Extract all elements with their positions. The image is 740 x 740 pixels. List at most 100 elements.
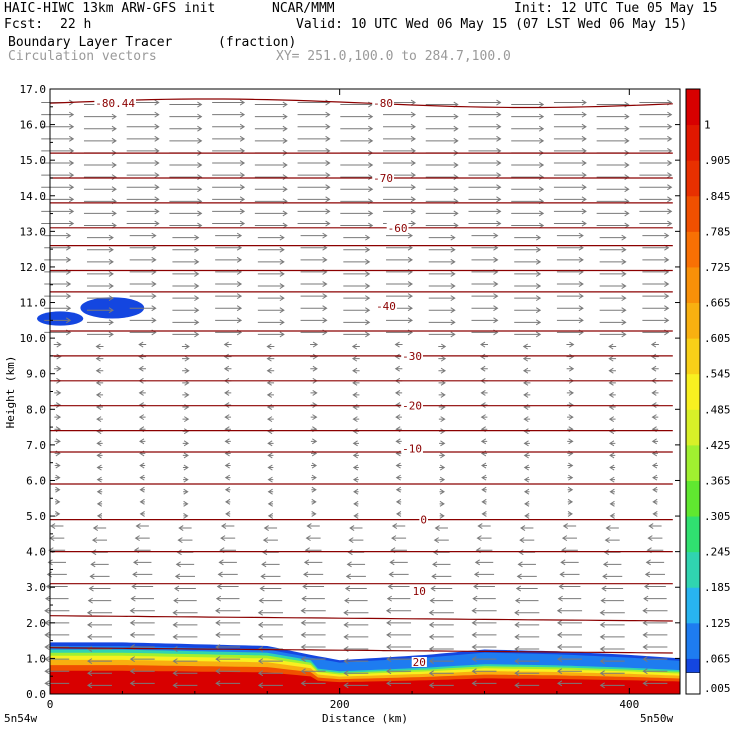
y-tick-label: 14.0 [20, 190, 47, 203]
wind-vector [514, 670, 540, 677]
wind-vector [172, 234, 200, 241]
wind-vector [556, 305, 584, 312]
wind-vector [86, 609, 113, 616]
wind-vector [481, 511, 487, 517]
y-tick-label: 17.0 [20, 83, 47, 96]
wind-vector [394, 365, 403, 372]
wind-vector [169, 210, 203, 217]
wind-vector [471, 668, 497, 675]
y-tick-label: 15.0 [20, 154, 47, 167]
wind-vector [54, 414, 62, 421]
wind-vector [386, 644, 412, 650]
wind-vector [44, 293, 72, 300]
wind-vector [41, 111, 75, 118]
wind-vector [83, 186, 117, 193]
y-axis-label: Height (km) [4, 356, 17, 429]
wind-vector [344, 585, 367, 592]
wind-vector [83, 162, 117, 168]
wind-vector [172, 682, 198, 689]
wind-vector [439, 488, 445, 495]
wind-vector [297, 99, 331, 106]
wind-vector [138, 341, 147, 348]
wind-vector [651, 438, 659, 445]
wind-vector [642, 680, 668, 687]
y-tick-label: 16.0 [20, 119, 47, 132]
wind-vector [608, 416, 616, 423]
wind-vector [86, 271, 114, 277]
wind-vector [471, 281, 499, 287]
wind-vector [428, 307, 456, 314]
wind-vector [300, 619, 326, 626]
wind-vector [91, 549, 108, 556]
wind-vector [44, 305, 72, 312]
wind-vector [263, 525, 278, 531]
wind-vector [650, 341, 659, 348]
colorbar-segment [686, 516, 700, 553]
wind-vector [267, 500, 274, 507]
model-title: HAIC-HIWC 13km ARW-GFS init [4, 1, 216, 16]
wind-vector [556, 668, 582, 675]
wind-vector [553, 111, 587, 118]
wind-vector [553, 160, 587, 166]
wind-vector [343, 234, 371, 241]
wind-vector [352, 367, 360, 374]
wind-vector [139, 474, 146, 481]
wind-vector [642, 256, 670, 263]
wind-vector [257, 634, 283, 640]
contour-label: 0 [420, 514, 427, 527]
wind-vector [468, 123, 502, 130]
wind-vector [126, 184, 160, 191]
wind-vector [138, 365, 146, 372]
wind-vector [523, 452, 530, 459]
contour-label-background [411, 656, 427, 667]
wind-vector [340, 186, 374, 193]
wind-vector [386, 232, 413, 239]
wind-vector [343, 609, 369, 616]
wind-vector [428, 682, 454, 689]
wind-vector [603, 549, 621, 556]
wind-vector [54, 390, 62, 396]
temperature-contour [49, 647, 673, 654]
wind-vector [431, 573, 452, 580]
wind-vector [642, 281, 670, 287]
wind-vector [129, 680, 155, 687]
wind-vector [183, 488, 189, 495]
wind-vector [425, 210, 459, 217]
wind-vector [394, 341, 403, 348]
wind-vector [41, 172, 75, 179]
y-tick-label: 7.0 [26, 439, 46, 452]
wind-vector [596, 210, 630, 217]
wind-vector [652, 486, 658, 493]
wind-vector [169, 186, 203, 193]
wind-vector [511, 222, 545, 229]
wind-vector [523, 416, 531, 423]
wind-vector [259, 585, 282, 592]
wind-vector [54, 474, 61, 481]
colorbar-segment [686, 302, 700, 339]
wind-vector [223, 365, 232, 372]
wind-vector [223, 353, 232, 360]
org-label: NCAR/MMM [272, 1, 335, 16]
wind-vector [514, 658, 540, 665]
wind-vector [557, 595, 582, 602]
wind-vector [87, 646, 112, 652]
wind-vector [126, 172, 160, 179]
wind-vector [257, 295, 285, 302]
wind-vector [439, 476, 446, 483]
wind-vector [257, 319, 285, 326]
wind-vector [385, 607, 412, 614]
wind-vector [514, 234, 542, 241]
wind-vector [86, 283, 114, 289]
colorbar-label: 1 [704, 119, 711, 132]
wind-vector [300, 281, 328, 287]
wind-vector [523, 440, 530, 447]
wind-vector [86, 307, 114, 314]
wind-vector [172, 258, 200, 265]
wind-vector [181, 343, 190, 350]
wind-vector [87, 634, 112, 640]
wind-vector [480, 341, 488, 348]
wind-vector [480, 438, 488, 445]
wind-vector [300, 317, 328, 324]
wind-vector [639, 111, 673, 118]
